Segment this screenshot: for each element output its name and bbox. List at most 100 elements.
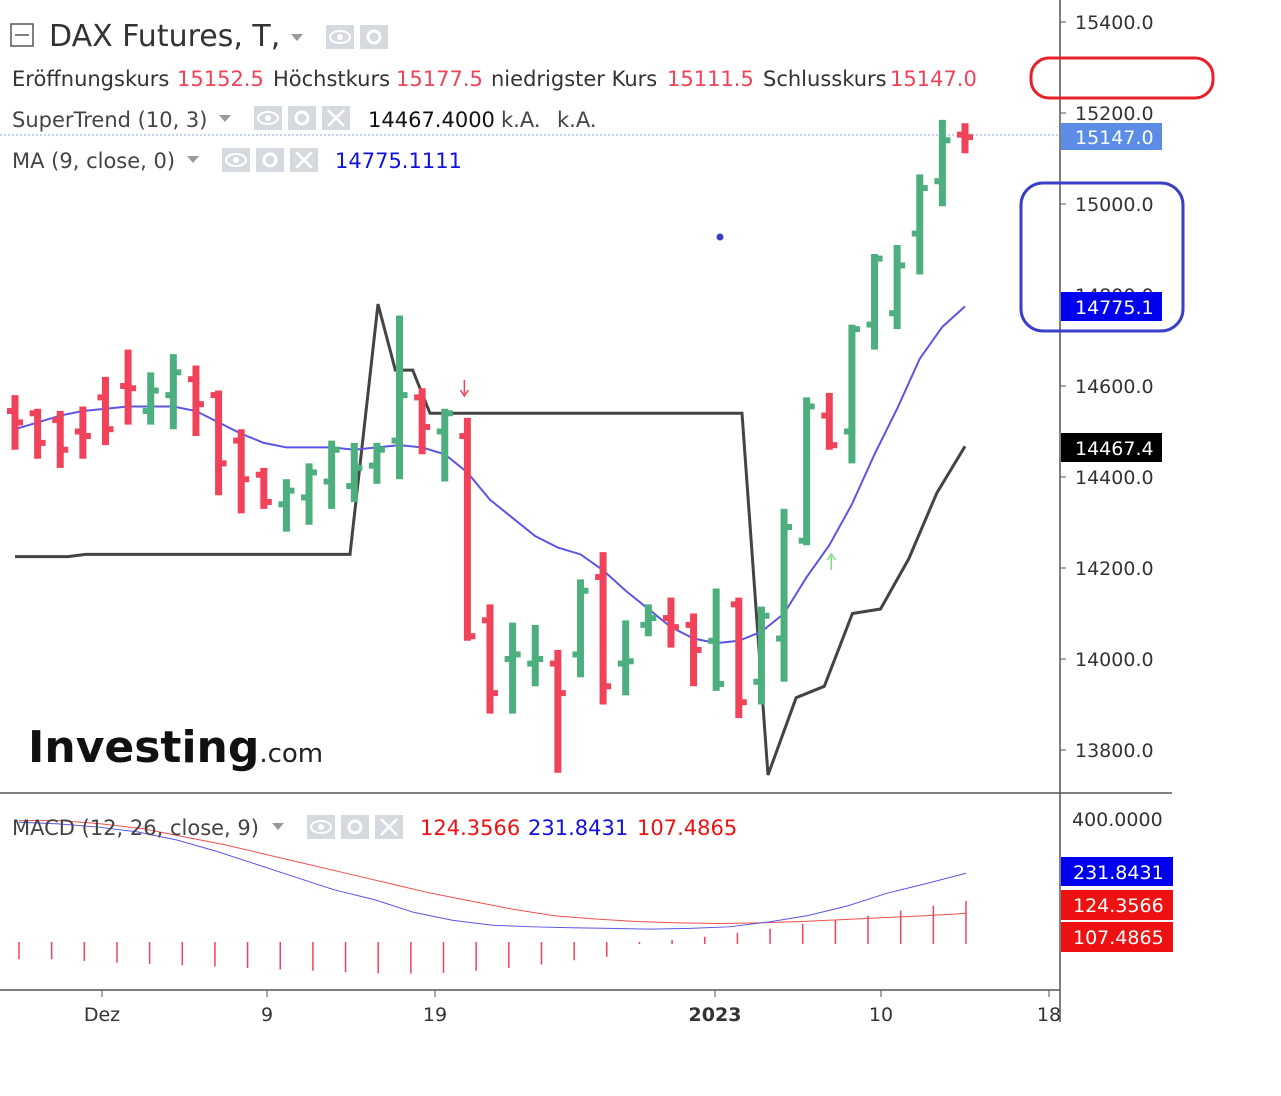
ohlc-bar bbox=[843, 324, 860, 464]
price-tick-label: 14400.0 bbox=[1075, 467, 1154, 489]
svg-text:15147.0: 15147.0 bbox=[1075, 127, 1154, 149]
macd-value-3: 107.4865 bbox=[637, 816, 737, 840]
time-tick-label: 18 bbox=[1037, 1004, 1061, 1026]
eye-icon[interactable] bbox=[307, 815, 335, 839]
eye-icon[interactable] bbox=[222, 148, 250, 172]
ohlc-bar bbox=[866, 254, 883, 350]
price-tick-label: 15200.0 bbox=[1075, 103, 1154, 125]
ohlc-series bbox=[7, 119, 973, 773]
ohlc-bar bbox=[278, 479, 295, 532]
low-label: niedrigster Kurs bbox=[491, 67, 657, 91]
chevron-down-icon[interactable] bbox=[291, 34, 303, 41]
ohlc-bar bbox=[957, 123, 973, 154]
ohlc-bar bbox=[549, 649, 566, 773]
macd-legend: MACD (12, 26, close, 9) 124.3566 231.843… bbox=[12, 815, 737, 840]
plot-area bbox=[0, 0, 1060, 990]
ohlc-bar bbox=[889, 244, 906, 330]
time-tick-label: 10 bbox=[869, 1004, 893, 1026]
symbol-title: DAX Futures, T, bbox=[49, 19, 280, 54]
macd-lines bbox=[18, 820, 967, 930]
close-icon[interactable] bbox=[322, 106, 350, 130]
macd-value-1: 124.3566 bbox=[420, 816, 520, 840]
macd-signal-line bbox=[19, 820, 967, 924]
gear-icon[interactable] bbox=[341, 815, 369, 839]
ohlc-bar bbox=[120, 349, 137, 425]
svg-text:14775.1: 14775.1 bbox=[1075, 297, 1154, 319]
supertrend-value: 14467.4000 bbox=[368, 108, 495, 132]
ohlc-bar bbox=[74, 406, 91, 459]
ohlc-bar bbox=[7, 395, 23, 450]
ohlc-bar bbox=[52, 411, 69, 468]
ma-price-tag: 14775.1 bbox=[1061, 292, 1162, 321]
watermark-brand: Investing bbox=[28, 722, 259, 773]
gear-icon[interactable] bbox=[256, 148, 284, 172]
ohlc-legend: Eröffnungskurs 15152.5 Höchstkurs 15177.… bbox=[12, 67, 977, 91]
svg-text:124.3566 231.8431: 124.3566 231.8431 107.4865 bbox=[420, 816, 737, 840]
supertrend-label: SuperTrend (10, 3) bbox=[12, 108, 208, 132]
ma-value: 14775.1111 bbox=[335, 149, 462, 173]
price-tick-label: 15000.0 bbox=[1075, 194, 1154, 216]
gear-icon[interactable] bbox=[360, 25, 388, 49]
ohlc-bar bbox=[911, 174, 928, 275]
ohlc-bar bbox=[753, 606, 770, 705]
ohlc-bar bbox=[708, 588, 725, 691]
ohlc-bar bbox=[798, 397, 815, 546]
svg-text:124.3566: 124.3566 bbox=[1073, 895, 1164, 917]
supertrend-line bbox=[15, 303, 967, 776]
time-tick-label: 19 bbox=[423, 1004, 447, 1026]
ohlc-bar bbox=[662, 597, 679, 648]
ohlc-bar bbox=[210, 390, 227, 496]
time-tick-label: Dez bbox=[84, 1004, 120, 1026]
svg-text:14467.4000 k.A. k.: 14467.4000 k.A. k.A. bbox=[368, 108, 597, 132]
ohlc-bar bbox=[934, 119, 951, 207]
gear-icon[interactable] bbox=[288, 106, 316, 130]
high-value: 15177.5 bbox=[396, 67, 483, 91]
ohlc-bar bbox=[301, 463, 318, 525]
supertrend-extra-2: k.A. bbox=[557, 108, 597, 132]
open-label: Eröffnungskurs bbox=[12, 67, 169, 91]
supertrend-legend: SuperTrend (10, 3) 14467.4000 k.A. k.A. bbox=[12, 106, 597, 132]
ma-label: MA (9, close, 0) bbox=[12, 149, 175, 173]
close-icon[interactable] bbox=[375, 815, 403, 839]
price-tick-label: 14600.0 bbox=[1075, 376, 1154, 398]
eye-icon[interactable] bbox=[254, 106, 282, 130]
ohlc-bar bbox=[255, 467, 272, 509]
svg-text:14467.4: 14467.4 bbox=[1075, 438, 1154, 460]
macd-histogram bbox=[18, 900, 967, 974]
chevron-down-icon[interactable] bbox=[187, 156, 199, 163]
svg-text:Eröffnungskurs 15152.5: Eröffnungskurs 15152.5 Höchstkurs 15177.… bbox=[12, 67, 977, 91]
collapse-icon[interactable] bbox=[10, 23, 34, 47]
open-value: 15152.5 bbox=[177, 67, 264, 91]
close-icon[interactable] bbox=[290, 148, 318, 172]
macd-main-line bbox=[18, 821, 967, 930]
price-tick-label: 13800.0 bbox=[1075, 740, 1154, 762]
ohlc-bar bbox=[685, 613, 702, 687]
macd-axis-tick: 400.0000 bbox=[1072, 809, 1163, 831]
chevron-down-icon[interactable] bbox=[272, 823, 284, 830]
ohlc-bar bbox=[391, 315, 408, 480]
ohlc-bar bbox=[617, 620, 634, 696]
chevron-down-icon[interactable] bbox=[219, 115, 231, 122]
supertrend-extra-1: k.A. bbox=[501, 108, 541, 132]
close-value: 15147.0 bbox=[890, 67, 977, 91]
ohlc-bar bbox=[482, 604, 498, 714]
ohlc-bar bbox=[640, 604, 657, 637]
sell-arrow-icon bbox=[459, 380, 470, 398]
time-tick-label: 2023 bbox=[689, 1004, 742, 1026]
ohlc-bar bbox=[142, 372, 159, 425]
svg-text:231.8431: 231.8431 bbox=[1073, 862, 1164, 884]
ohlc-bar bbox=[504, 622, 521, 714]
ohlc-bar bbox=[436, 408, 453, 482]
svg-text:107.4865: 107.4865 bbox=[1073, 927, 1164, 949]
time-axis-ticks: Dez 9 19 2023 10 18 bbox=[84, 990, 1061, 1026]
blue-dot-marker bbox=[716, 233, 724, 241]
close-label: Schlusskurs bbox=[763, 67, 887, 91]
ohlc-bar bbox=[572, 579, 589, 678]
eye-icon[interactable] bbox=[326, 25, 354, 49]
price-tick-label: 14200.0 bbox=[1075, 558, 1154, 580]
price-tick-label: 15400.0 bbox=[1075, 12, 1154, 34]
high-label: Höchstkurs bbox=[273, 67, 390, 91]
ohlc-bar bbox=[368, 442, 385, 484]
macd-label: MACD (12, 26, close, 9) bbox=[12, 816, 259, 840]
ohlc-bar bbox=[414, 388, 431, 455]
